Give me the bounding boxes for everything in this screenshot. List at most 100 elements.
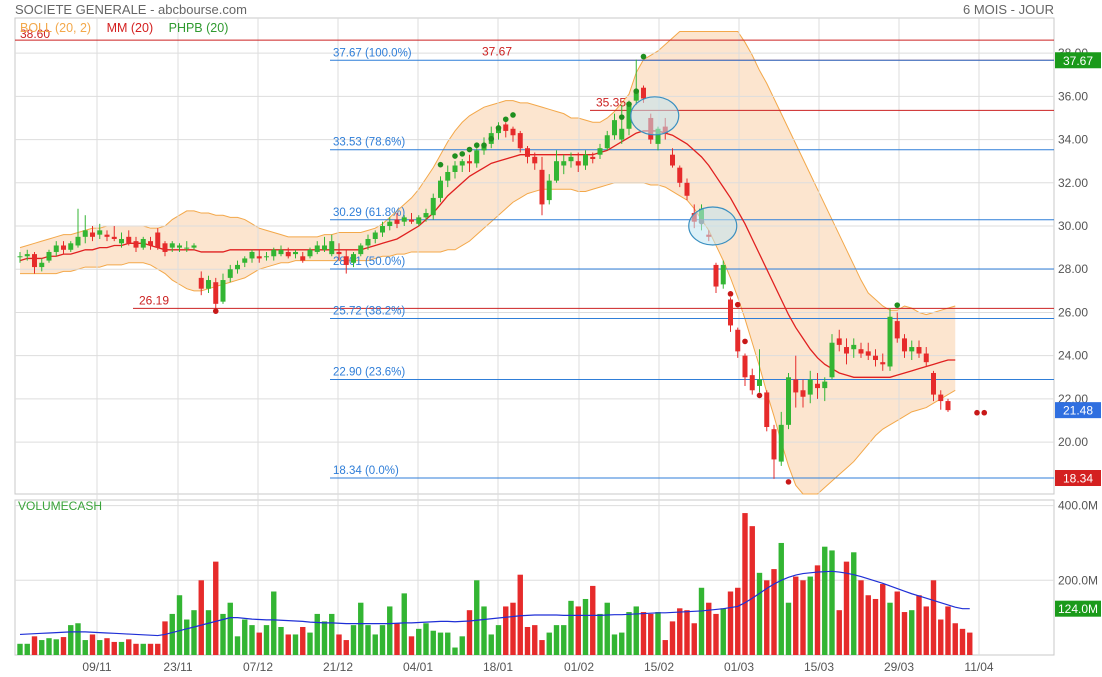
phpb-low-marker <box>727 291 734 297</box>
price-badge <box>1055 402 1101 419</box>
candle-body <box>945 401 951 411</box>
candle-body <box>815 383 820 389</box>
candle-body <box>641 87 646 99</box>
volume-bar <box>358 602 364 655</box>
volume-bar <box>321 621 328 655</box>
candle-body <box>177 245 182 248</box>
phpb-high-marker <box>495 125 502 131</box>
volume-bar <box>495 625 502 655</box>
bollinger-fill <box>20 31 956 494</box>
volume-bar <box>778 542 784 655</box>
volume-bar <box>633 606 639 655</box>
candle-body <box>97 230 103 235</box>
x-tick-label: 07/12 <box>243 660 273 674</box>
volume-bar <box>60 637 67 655</box>
candle-body <box>554 161 559 181</box>
candle-body <box>235 264 240 270</box>
candle-body <box>300 256 306 261</box>
volume-bar <box>278 626 284 655</box>
volume-bar <box>300 626 306 655</box>
candle-body <box>749 375 755 391</box>
volume-bar <box>843 561 850 655</box>
candle-body <box>82 230 88 237</box>
grid-lines <box>15 18 1054 655</box>
volume-bar <box>459 636 465 655</box>
level-lines: 37.67 35.35 26.19 38.60 37.67 (100.0%) 33.53 … <box>15 27 1054 479</box>
volume-bar <box>901 612 908 655</box>
phpb-low-marker <box>742 338 748 345</box>
volume-bar <box>205 610 212 655</box>
x-tick-label: 29/03 <box>884 660 914 674</box>
volume-bar <box>553 625 560 655</box>
candle-body <box>206 280 211 289</box>
x-tick-label: 18/01 <box>483 660 513 674</box>
volume-bar <box>749 526 755 655</box>
resistance-label: 37.67 <box>482 44 512 58</box>
volume-bar <box>423 623 429 655</box>
y-tick-label: 30.00 <box>1058 219 1088 233</box>
x-tick-label: 21/12 <box>323 660 353 674</box>
candle-body <box>133 241 139 248</box>
candle-body <box>365 238 371 246</box>
volume-bar <box>97 640 103 655</box>
candle-body <box>735 329 741 352</box>
candle-body <box>865 351 871 356</box>
volume-bar <box>343 640 349 655</box>
candle-body <box>923 353 929 363</box>
volume-bar <box>793 576 799 655</box>
phpb-high-marker <box>618 114 625 120</box>
volume-bar <box>626 612 632 655</box>
y-tick-label: 20.00 <box>1058 435 1088 449</box>
phpb-high-marker <box>640 53 647 60</box>
candle-body <box>409 219 414 222</box>
volume-bar <box>640 612 647 655</box>
candle-body <box>539 169 545 205</box>
volume-bar <box>437 632 444 655</box>
candle-body <box>909 347 915 352</box>
volume-bar <box>46 638 52 655</box>
candle-body <box>829 342 835 378</box>
volume-bars <box>17 513 973 655</box>
y-tick-label: 34.00 <box>1058 133 1088 147</box>
candle-body <box>800 390 806 397</box>
candle-body <box>430 197 436 216</box>
candle-body <box>459 161 465 166</box>
candle-body <box>322 245 327 250</box>
volume-bar <box>394 623 400 655</box>
volume-bar <box>568 600 574 655</box>
candle-body <box>786 377 791 425</box>
candle-body <box>742 355 748 378</box>
candle-body <box>546 180 552 201</box>
x-tick-label: 15/03 <box>804 660 834 674</box>
price-badge-label: 21.48 <box>1063 404 1093 418</box>
volume-bar <box>532 625 538 655</box>
candle-body <box>423 213 429 218</box>
volume-badge-label: 124.0M <box>1058 602 1098 616</box>
y-tick-label: 28.00 <box>1058 262 1088 276</box>
volume-bar <box>445 632 451 655</box>
volume-bar <box>39 640 45 655</box>
y-tick-label: 26.00 <box>1058 305 1088 319</box>
volume-bar <box>350 625 357 655</box>
phpb-low-marker <box>734 301 741 308</box>
bollinger-bands <box>19 31 956 495</box>
candle-body <box>111 236 117 239</box>
candle-body <box>851 344 857 350</box>
volume-bar <box>930 580 937 655</box>
candle-body <box>757 379 762 386</box>
volume-bar <box>263 625 270 655</box>
volume-bar <box>785 602 792 655</box>
candle-body <box>873 355 878 361</box>
volume-bar <box>822 546 828 655</box>
volume-bar <box>836 610 842 655</box>
volume-bar <box>597 613 603 655</box>
x-tick-label: 11/04 <box>964 660 993 674</box>
volume-bar <box>829 550 835 655</box>
volume-bar <box>68 625 74 655</box>
phpb-low-marker <box>981 409 988 416</box>
phpb-high-marker <box>481 142 487 149</box>
volume-bar <box>814 565 821 655</box>
volume-moving-average <box>19 570 970 637</box>
volume-bar <box>169 613 175 655</box>
volume-bar <box>474 580 480 655</box>
